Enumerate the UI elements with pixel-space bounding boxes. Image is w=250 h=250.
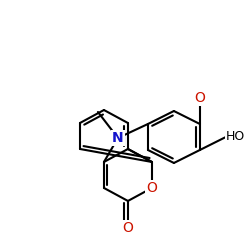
Text: N: N (112, 131, 124, 145)
Text: HO: HO (226, 130, 245, 143)
Text: O: O (194, 91, 205, 105)
Text: O: O (122, 221, 133, 235)
Text: O: O (146, 181, 157, 195)
